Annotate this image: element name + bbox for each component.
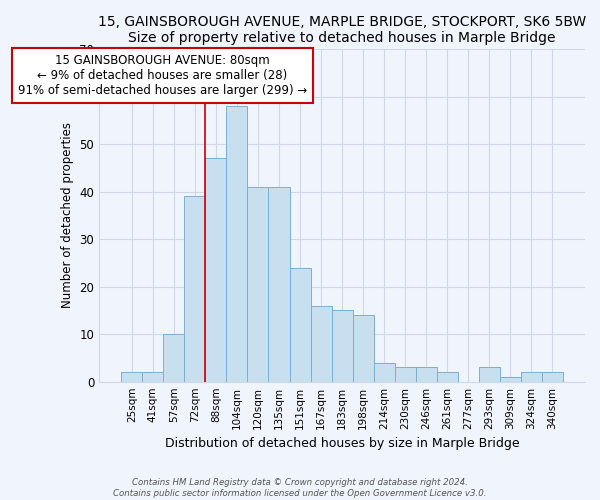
Bar <box>268 187 290 382</box>
Bar <box>437 372 458 382</box>
Text: Contains HM Land Registry data © Crown copyright and database right 2024.
Contai: Contains HM Land Registry data © Crown c… <box>113 478 487 498</box>
Bar <box>479 368 500 382</box>
Bar <box>416 368 437 382</box>
Bar <box>226 106 247 382</box>
Bar <box>353 315 374 382</box>
Bar <box>247 187 268 382</box>
Title: 15, GAINSBOROUGH AVENUE, MARPLE BRIDGE, STOCKPORT, SK6 5BW
Size of property rela: 15, GAINSBOROUGH AVENUE, MARPLE BRIDGE, … <box>98 15 586 45</box>
Bar <box>184 196 205 382</box>
Bar <box>395 368 416 382</box>
Bar <box>163 334 184 382</box>
Bar <box>121 372 142 382</box>
Bar <box>311 306 332 382</box>
Bar <box>290 268 311 382</box>
Bar <box>521 372 542 382</box>
Bar <box>205 158 226 382</box>
Bar <box>142 372 163 382</box>
Bar <box>500 377 521 382</box>
Bar <box>374 362 395 382</box>
X-axis label: Distribution of detached houses by size in Marple Bridge: Distribution of detached houses by size … <box>165 437 520 450</box>
Bar <box>332 310 353 382</box>
Text: 15 GAINSBOROUGH AVENUE: 80sqm
← 9% of detached houses are smaller (28)
91% of se: 15 GAINSBOROUGH AVENUE: 80sqm ← 9% of de… <box>18 54 307 97</box>
Y-axis label: Number of detached properties: Number of detached properties <box>61 122 74 308</box>
Bar <box>542 372 563 382</box>
